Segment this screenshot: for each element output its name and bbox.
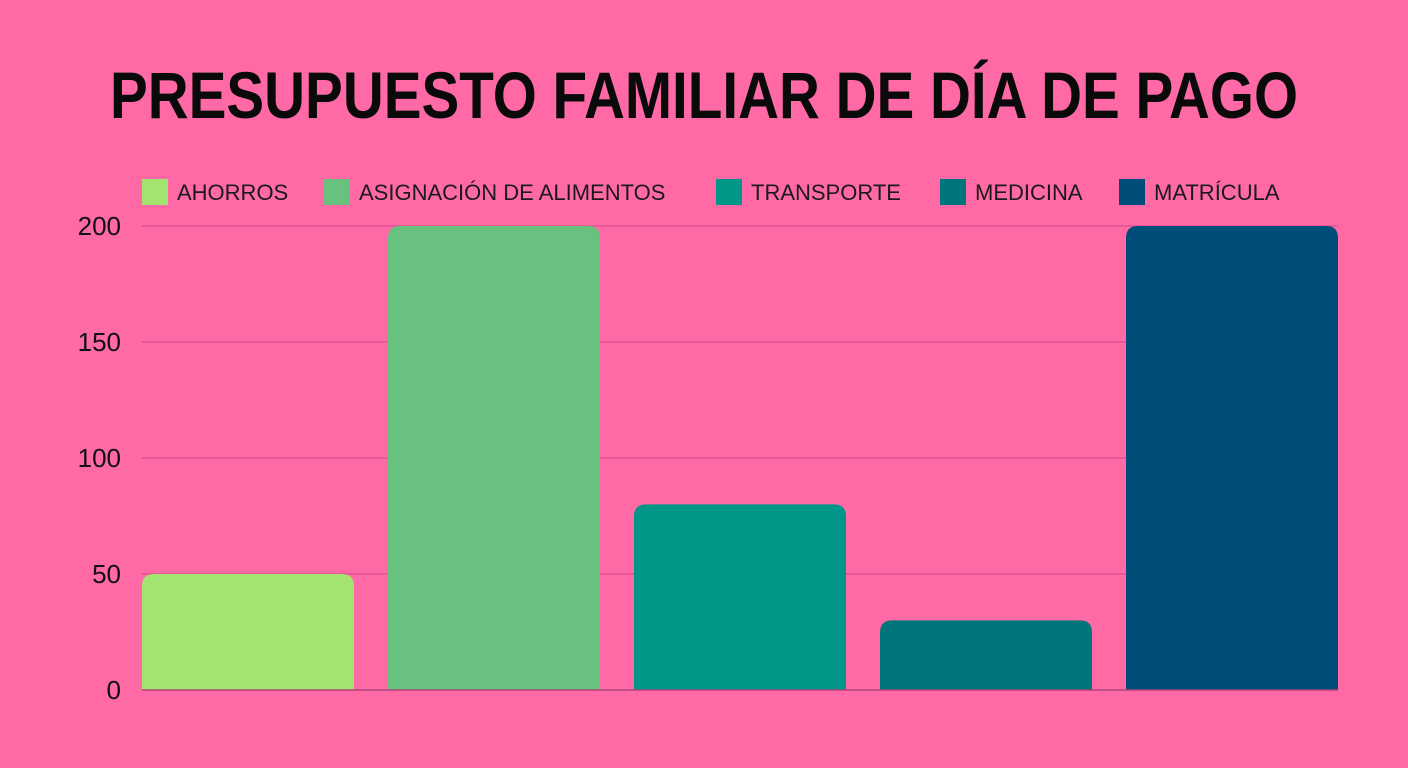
bars bbox=[142, 226, 1338, 691]
legend-item: AHORROS bbox=[142, 179, 288, 205]
chart-title: PRESUPUESTO FAMILIAR DE DÍA DE PAGO bbox=[110, 58, 1298, 132]
legend-swatch bbox=[1119, 179, 1145, 205]
legend-label: TRANSPORTE bbox=[751, 180, 901, 205]
legend-label: MEDICINA bbox=[975, 180, 1083, 205]
y-axis: 0 50 100 150 200 bbox=[78, 211, 121, 705]
y-tick-label: 150 bbox=[78, 327, 121, 357]
legend-label: MATRÍCULA bbox=[1154, 180, 1280, 205]
y-tick-label: 0 bbox=[107, 675, 121, 705]
legend: AHORROS ASIGNACIÓN DE ALIMENTOS TRANSPORTE… bbox=[142, 179, 1280, 205]
legend-item: MATRÍCULA bbox=[1119, 179, 1280, 205]
legend-item: TRANSPORTE bbox=[716, 179, 901, 205]
bar-matr-cula bbox=[1126, 226, 1338, 690]
legend-swatch bbox=[324, 179, 350, 205]
y-tick-label: 50 bbox=[92, 559, 121, 589]
legend-item: ASIGNACIÓN DE ALIMENTOS bbox=[324, 179, 665, 205]
legend-swatch bbox=[940, 179, 966, 205]
y-tick-label: 200 bbox=[78, 211, 121, 241]
legend-label: ASIGNACIÓN DE ALIMENTOS bbox=[359, 180, 665, 205]
bar-transporte bbox=[634, 504, 846, 690]
y-tick-label: 100 bbox=[78, 443, 121, 473]
legend-item: MEDICINA bbox=[940, 179, 1083, 205]
bar-asignaci-n-de-alimentos bbox=[388, 226, 600, 690]
bar-medicina bbox=[880, 620, 1092, 690]
bar-ahorros bbox=[142, 574, 354, 690]
legend-label: AHORROS bbox=[177, 180, 288, 205]
legend-swatch bbox=[716, 179, 742, 205]
legend-swatch bbox=[142, 179, 168, 205]
